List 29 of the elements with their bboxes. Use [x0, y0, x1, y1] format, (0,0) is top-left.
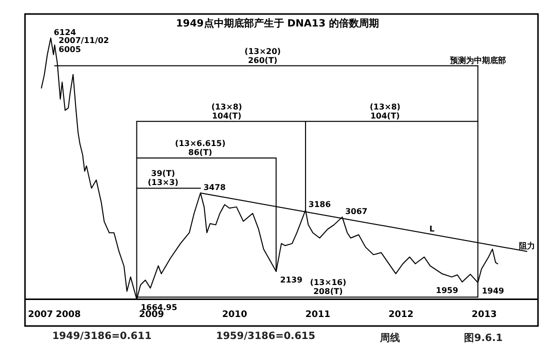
- data-label: 2007/11/02 6005: [58, 36, 109, 54]
- x-tick-label: 2007: [28, 310, 54, 320]
- text: 1949/3186=0.611: [52, 331, 152, 344]
- data-label: 1959: [436, 286, 459, 295]
- data-label: 6124: [54, 28, 76, 37]
- text: 周线: [380, 332, 400, 345]
- x-tick-label: 2012: [388, 310, 414, 320]
- data-label: 3067: [345, 207, 368, 216]
- data-label: 1949: [482, 286, 505, 296]
- text: 1959/3186=0.615: [216, 331, 316, 344]
- caption: 图9.6.1: [464, 332, 503, 345]
- annotation: (13×8) 104(T): [211, 102, 242, 120]
- chart-title: 1949点中期底部产生于 DNA13 的倍数周期: [176, 18, 380, 30]
- data-label: 3478: [203, 182, 226, 192]
- annotation: L: [429, 224, 434, 234]
- annotation: (13×6.615) 86(T): [175, 139, 226, 158]
- annotation: 阻力: [518, 241, 535, 250]
- annotation: (13×8) 104(T): [370, 102, 400, 120]
- data-label: 2139: [280, 275, 303, 284]
- x-tick-label: 2009: [138, 310, 164, 320]
- annotation: 预测为中期底部: [448, 54, 506, 65]
- x-tick-label: 2011: [305, 310, 330, 320]
- annotation: (13×20) 260(T): [244, 46, 281, 65]
- x-tick-label: 2010: [222, 310, 248, 320]
- x-tick-label: 2008: [56, 310, 81, 320]
- x-tick-label: 2013: [472, 310, 497, 320]
- annotation: 39(T) (13×3): [148, 169, 178, 188]
- data-label: 3186: [308, 200, 332, 210]
- annotation: (13×16) 208(T): [310, 278, 346, 296]
